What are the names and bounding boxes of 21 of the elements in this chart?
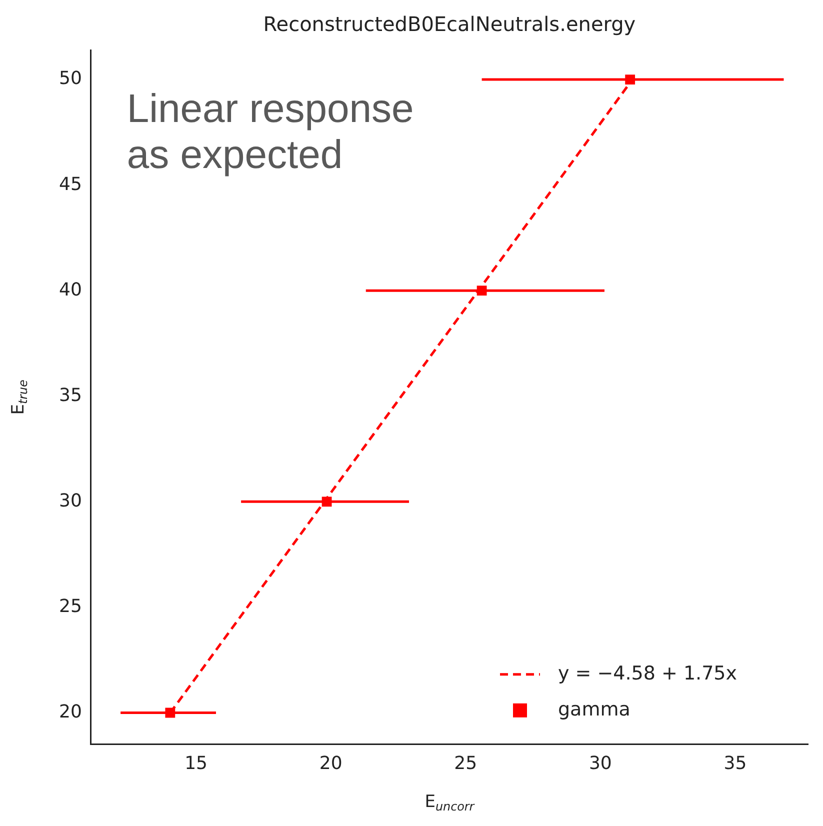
chart-title: ReconstructedB0EcalNeutrals.energy	[263, 12, 636, 36]
legend-label: y = −4.58 + 1.75x	[558, 662, 738, 684]
point	[322, 496, 332, 507]
point	[165, 708, 176, 718]
annotation: Linear response as expected	[126, 87, 414, 177]
x-tick-label: 30	[588, 752, 612, 774]
y-tick-label: 25	[59, 596, 82, 617]
x-tick-label: 15	[184, 752, 208, 774]
y-tick-label: 40	[59, 279, 82, 300]
y-axis-title: Etrue	[8, 380, 30, 415]
y-tick-label: 35	[59, 384, 82, 406]
x-tick-label: 35	[724, 752, 747, 774]
point	[476, 286, 487, 296]
y-tick-label: 30	[59, 490, 82, 512]
y-tick-label: 20	[59, 701, 82, 722]
legend-label: gamma	[558, 698, 630, 720]
y-tick-label: 45	[59, 174, 82, 195]
x-tick-label: 20	[319, 752, 342, 774]
y-tick-label: 50	[59, 68, 82, 90]
point	[625, 74, 636, 84]
x-tick-label: 25	[454, 752, 478, 774]
